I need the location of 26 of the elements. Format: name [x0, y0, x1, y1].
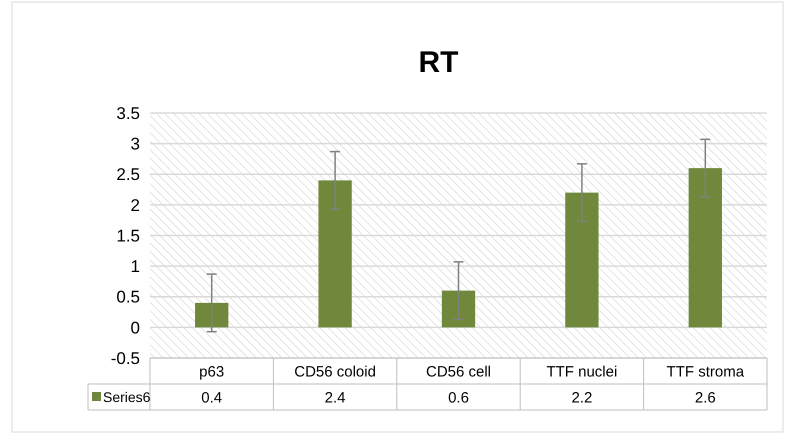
y-tick-label: 0.5 [116, 288, 140, 307]
x-tick-label: CD56 coloid [294, 363, 376, 380]
x-tick-label: CD56 cell [426, 363, 492, 380]
y-tick-label: 2.5 [116, 165, 140, 184]
y-tick-label: -0.5 [110, 348, 140, 368]
data-label: 2.4 [324, 389, 346, 406]
bar [195, 302, 228, 328]
bar [688, 168, 722, 328]
data-label: 2.6 [694, 389, 716, 406]
data-label: 0.6 [448, 389, 469, 406]
chart-title: RT [418, 46, 458, 79]
y-tick-label: 3.5 [116, 104, 140, 123]
y-tick-label: 2 [130, 196, 140, 215]
legend-label: Series6 [103, 388, 151, 405]
y-tick-label: 1 [130, 257, 140, 276]
data-label: 0.4 [201, 389, 222, 406]
y-tick-label: 3 [130, 134, 140, 154]
x-tick-label: p63 [199, 363, 224, 380]
bar [442, 290, 476, 328]
y-tick-label: 0 [130, 318, 140, 338]
bar [565, 192, 599, 328]
bar [318, 180, 352, 328]
x-tick-label: TTF stroma [666, 363, 745, 380]
y-tick-label: 1.5 [116, 226, 140, 246]
data-label: 2.2 [571, 389, 592, 406]
x-tick-label: TTF nuclei [546, 363, 618, 380]
